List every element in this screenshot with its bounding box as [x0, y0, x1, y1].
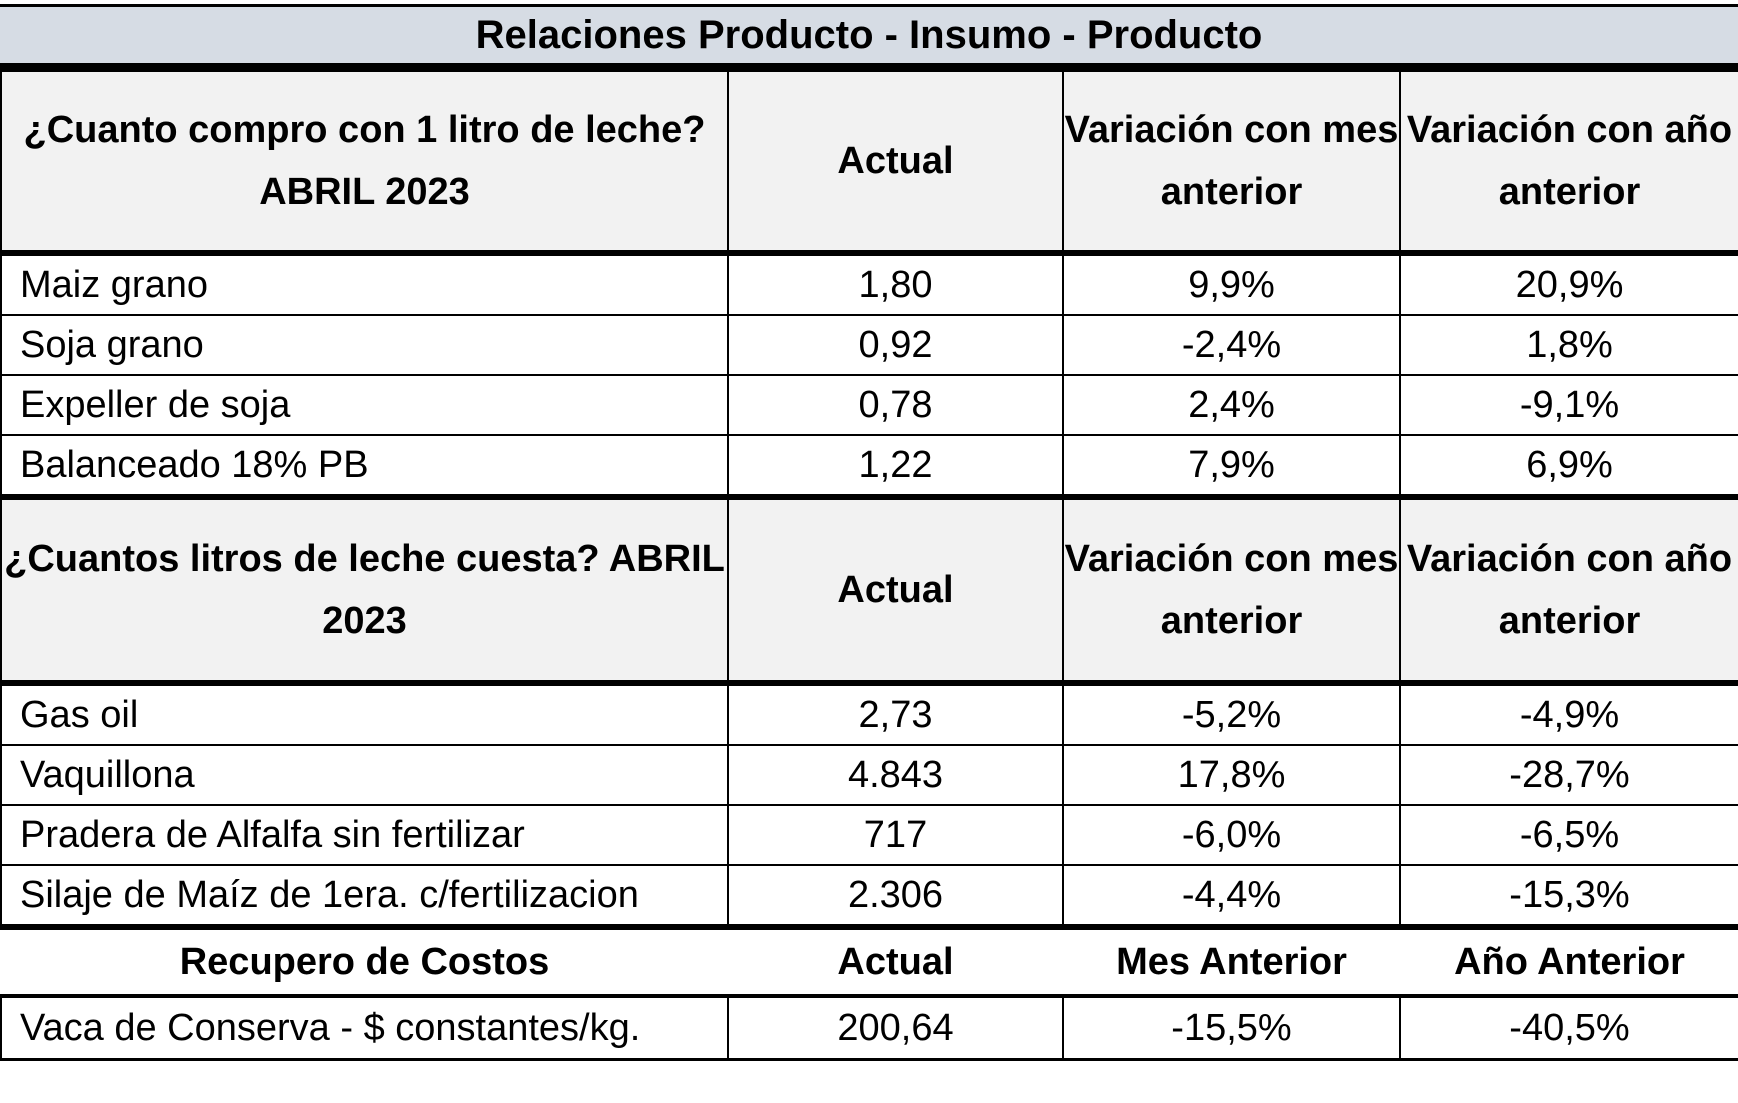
cell-anio: -28,7%	[1399, 744, 1738, 806]
row-label: Gas oil	[0, 682, 729, 746]
cell-anio: 6,9%	[1399, 434, 1738, 498]
header-cell: Mes Anterior	[1063, 924, 1400, 998]
cell-actual: 200,64	[727, 995, 1064, 1061]
cell-actual: 2.306	[727, 864, 1064, 928]
header-cell: Actual	[728, 924, 1063, 998]
cell-actual: 0,78	[727, 374, 1064, 436]
header-cell: Variación con mes anterior	[1062, 66, 1401, 256]
row-label: Vaquillona	[0, 744, 729, 806]
table-row: Expeller de soja 0,78 2,4% -9,1%	[0, 374, 1738, 436]
table-row: Soja grano 0,92 -2,4% 1,8%	[0, 314, 1738, 376]
cell-actual: 4.843	[727, 744, 1064, 806]
header-cell: Variación con año anterior	[1399, 494, 1738, 686]
cell-actual: 2,73	[727, 682, 1064, 746]
row-label: Soja grano	[0, 314, 729, 376]
cell-mes: -5,2%	[1062, 682, 1401, 746]
header-cell: ¿Cuanto compro con 1 litro de leche? ABR…	[0, 66, 729, 256]
cell-mes: -2,4%	[1062, 314, 1401, 376]
cell-actual: 717	[727, 804, 1064, 866]
table-row: Maiz grano 1,80 9,9% 20,9%	[0, 252, 1738, 316]
cell-anio: -6,5%	[1399, 804, 1738, 866]
table-row: Vaquillona 4.843 17,8% -28,7%	[0, 744, 1738, 806]
data-table: ¿Cuanto compro con 1 litro de leche? ABR…	[0, 66, 1738, 1061]
row-label: Vaca de Conserva - $ constantes/kg.	[0, 995, 729, 1061]
row-label: Maiz grano	[0, 252, 729, 316]
cell-mes: 17,8%	[1062, 744, 1401, 806]
header-cell: Actual	[727, 494, 1064, 686]
header-cell: ¿Cuantos litros de leche cuesta? ABRIL 2…	[0, 494, 729, 686]
cell-mes: -4,4%	[1062, 864, 1401, 928]
cell-anio: -15,3%	[1399, 864, 1738, 928]
row-label: Balanceado 18% PB	[0, 434, 729, 498]
cell-mes: 2,4%	[1062, 374, 1401, 436]
table-row: Pradera de Alfalfa sin fertilizar 717 -6…	[0, 804, 1738, 866]
cell-anio: 20,9%	[1399, 252, 1738, 316]
table-row: Balanceado 18% PB 1,22 7,9% 6,9%	[0, 434, 1738, 498]
cell-anio: -9,1%	[1399, 374, 1738, 436]
section1-header-row: ¿Cuanto compro con 1 litro de leche? ABR…	[0, 66, 1738, 256]
table-row: Vaca de Conserva - $ constantes/kg. 200,…	[0, 995, 1738, 1061]
table-title: Relaciones Producto - Insumo - Producto	[0, 4, 1738, 66]
header-cell: Variación con año anterior	[1399, 66, 1738, 256]
cell-mes: -15,5%	[1062, 995, 1401, 1061]
cell-actual: 1,22	[727, 434, 1064, 498]
cell-mes: 9,9%	[1062, 252, 1401, 316]
header-cell: Año Anterior	[1400, 924, 1738, 998]
row-label: Expeller de soja	[0, 374, 729, 436]
cell-actual: 0,92	[727, 314, 1064, 376]
cell-actual: 1,80	[727, 252, 1064, 316]
header-cell: Actual	[727, 66, 1064, 256]
row-label: Silaje de Maíz de 1era. c/fertilizacion	[0, 864, 729, 928]
section2-header-row: ¿Cuantos litros de leche cuesta? ABRIL 2…	[0, 494, 1738, 686]
table-row: Silaje de Maíz de 1era. c/fertilizacion …	[0, 864, 1738, 928]
cell-anio: -4,9%	[1399, 682, 1738, 746]
table-row: Gas oil 2,73 -5,2% -4,9%	[0, 682, 1738, 746]
row-label: Pradera de Alfalfa sin fertilizar	[0, 804, 729, 866]
header-cell: Variación con mes anterior	[1062, 494, 1401, 686]
cell-anio: -40,5%	[1399, 995, 1738, 1061]
section3-header-row: Recupero de Costos Actual Mes Anterior A…	[1, 924, 1738, 998]
header-cell: Recupero de Costos	[1, 924, 728, 998]
cell-mes: 7,9%	[1062, 434, 1401, 498]
cell-mes: -6,0%	[1062, 804, 1401, 866]
cell-anio: 1,8%	[1399, 314, 1738, 376]
